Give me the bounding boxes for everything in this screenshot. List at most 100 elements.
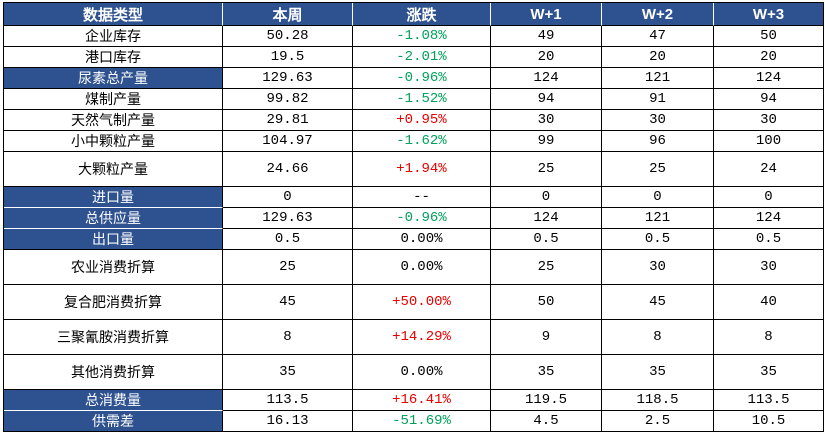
cell-w2: 30 [602,110,714,131]
row-label: 农业消费折算 [4,250,223,285]
cell-w2: 0 [602,187,714,208]
cell-w2: 30 [602,250,714,285]
cell-change: -0.96% [353,208,491,229]
cell-week: 25 [223,250,353,285]
cell-w1: 0.5 [491,229,602,250]
table-row-total-urea-output: 尿素总产量 129.63 -0.96% 124 121 124 [4,68,824,89]
cell-week: 129.63 [223,208,353,229]
table-row-total-consumption: 总消费量 113.5 +16.41% 119.5 118.5 113.5 [4,390,824,411]
cell-w3: 8 [714,320,824,355]
cell-w3: 0 [714,187,824,208]
cell-w2: 47 [602,26,714,47]
row-label: 出口量 [4,229,223,250]
cell-w2: 35 [602,355,714,390]
cell-w1: 49 [491,26,602,47]
cell-change: 0.00% [353,229,491,250]
cell-week: 50.28 [223,26,353,47]
cell-change: -0.96% [353,68,491,89]
table-row-export-volume: 出口量 0.5 0.00% 0.5 0.5 0.5 [4,229,824,250]
cell-w2: 121 [602,208,714,229]
cell-week: 99.82 [223,89,353,110]
cell-week: 24.66 [223,152,353,187]
cell-change: -1.62% [353,131,491,152]
cell-w3: 100 [714,131,824,152]
row-label: 企业库存 [4,26,223,47]
column-header-data-type: 数据类型 [4,3,223,26]
column-header-w2: W+2 [602,3,714,26]
cell-week: 45 [223,285,353,320]
cell-w1: 30 [491,110,602,131]
cell-w1: 25 [491,250,602,285]
row-label: 尿素总产量 [4,68,223,89]
cell-w3: 35 [714,355,824,390]
row-label: 供需差 [4,411,223,432]
cell-w2: 45 [602,285,714,320]
cell-w1: 9 [491,320,602,355]
cell-w2: 91 [602,89,714,110]
table-row-import-volume: 进口量 0 -- 0 0 0 [4,187,824,208]
cell-w2: 25 [602,152,714,187]
table-row-port-inventory: 港口库存 19.5 -2.01% 20 20 20 [4,47,824,68]
table-row-other-consumption: 其他消费折算 35 0.00% 35 35 35 [4,355,824,390]
cell-w1: 35 [491,355,602,390]
row-label: 进口量 [4,187,223,208]
cell-w2: 8 [602,320,714,355]
cell-week: 113.5 [223,390,353,411]
cell-w3: 30 [714,250,824,285]
cell-w2: 118.5 [602,390,714,411]
row-label: 煤制产量 [4,89,223,110]
cell-week: 19.5 [223,47,353,68]
cell-w2: 96 [602,131,714,152]
cell-week: 0.5 [223,229,353,250]
table-row-compound-fertilizer-consumption: 复合肥消费折算 45 +50.00% 50 45 40 [4,285,824,320]
cell-week: 35 [223,355,353,390]
cell-change: 0.00% [353,355,491,390]
cell-change: +1.94% [353,152,491,187]
table-row-agricultural-consumption: 农业消费折算 25 0.00% 25 30 30 [4,250,824,285]
cell-w3: 124 [714,208,824,229]
urea-weekly-data-table: 数据类型 本周 涨跌 W+1 W+2 W+3 企业库存 50.28 -1.08%… [3,2,824,432]
table-row-total-supply: 总供应量 129.63 -0.96% 124 121 124 [4,208,824,229]
cell-w1: 119.5 [491,390,602,411]
cell-change: -1.52% [353,89,491,110]
cell-w2: 20 [602,47,714,68]
row-label: 天然气制产量 [4,110,223,131]
cell-week: 8 [223,320,353,355]
cell-w3: 113.5 [714,390,824,411]
cell-w2: 2.5 [602,411,714,432]
cell-change: +14.29% [353,320,491,355]
cell-week: 29.81 [223,110,353,131]
row-label: 港口库存 [4,47,223,68]
row-label: 总供应量 [4,208,223,229]
row-label: 大颗粒产量 [4,152,223,187]
cell-w3: 10.5 [714,411,824,432]
cell-change: -51.69% [353,411,491,432]
row-label: 小中颗粒产量 [4,131,223,152]
cell-w1: 124 [491,208,602,229]
table-row-melamine-consumption: 三聚氰胺消费折算 8 +14.29% 9 8 8 [4,320,824,355]
row-label: 三聚氰胺消费折算 [4,320,223,355]
row-label: 其他消费折算 [4,355,223,390]
cell-w1: 4.5 [491,411,602,432]
cell-w1: 124 [491,68,602,89]
cell-w3: 50 [714,26,824,47]
table-row-large-granule-output: 大颗粒产量 24.66 +1.94% 25 25 24 [4,152,824,187]
cell-week: 16.13 [223,411,353,432]
cell-w1: 99 [491,131,602,152]
cell-change: -1.08% [353,26,491,47]
cell-change: -2.01% [353,47,491,68]
cell-w3: 24 [714,152,824,187]
cell-week: 0 [223,187,353,208]
table-header: 数据类型 本周 涨跌 W+1 W+2 W+3 [4,3,824,26]
header-row: 数据类型 本周 涨跌 W+1 W+2 W+3 [4,3,824,26]
column-header-w1: W+1 [491,3,602,26]
column-header-w3: W+3 [714,3,824,26]
cell-change: +16.41% [353,390,491,411]
cell-w3: 30 [714,110,824,131]
row-label: 复合肥消费折算 [4,285,223,320]
table-row-coal-based-output: 煤制产量 99.82 -1.52% 94 91 94 [4,89,824,110]
cell-w3: 0.5 [714,229,824,250]
cell-change: +0.95% [353,110,491,131]
cell-w1: 0 [491,187,602,208]
